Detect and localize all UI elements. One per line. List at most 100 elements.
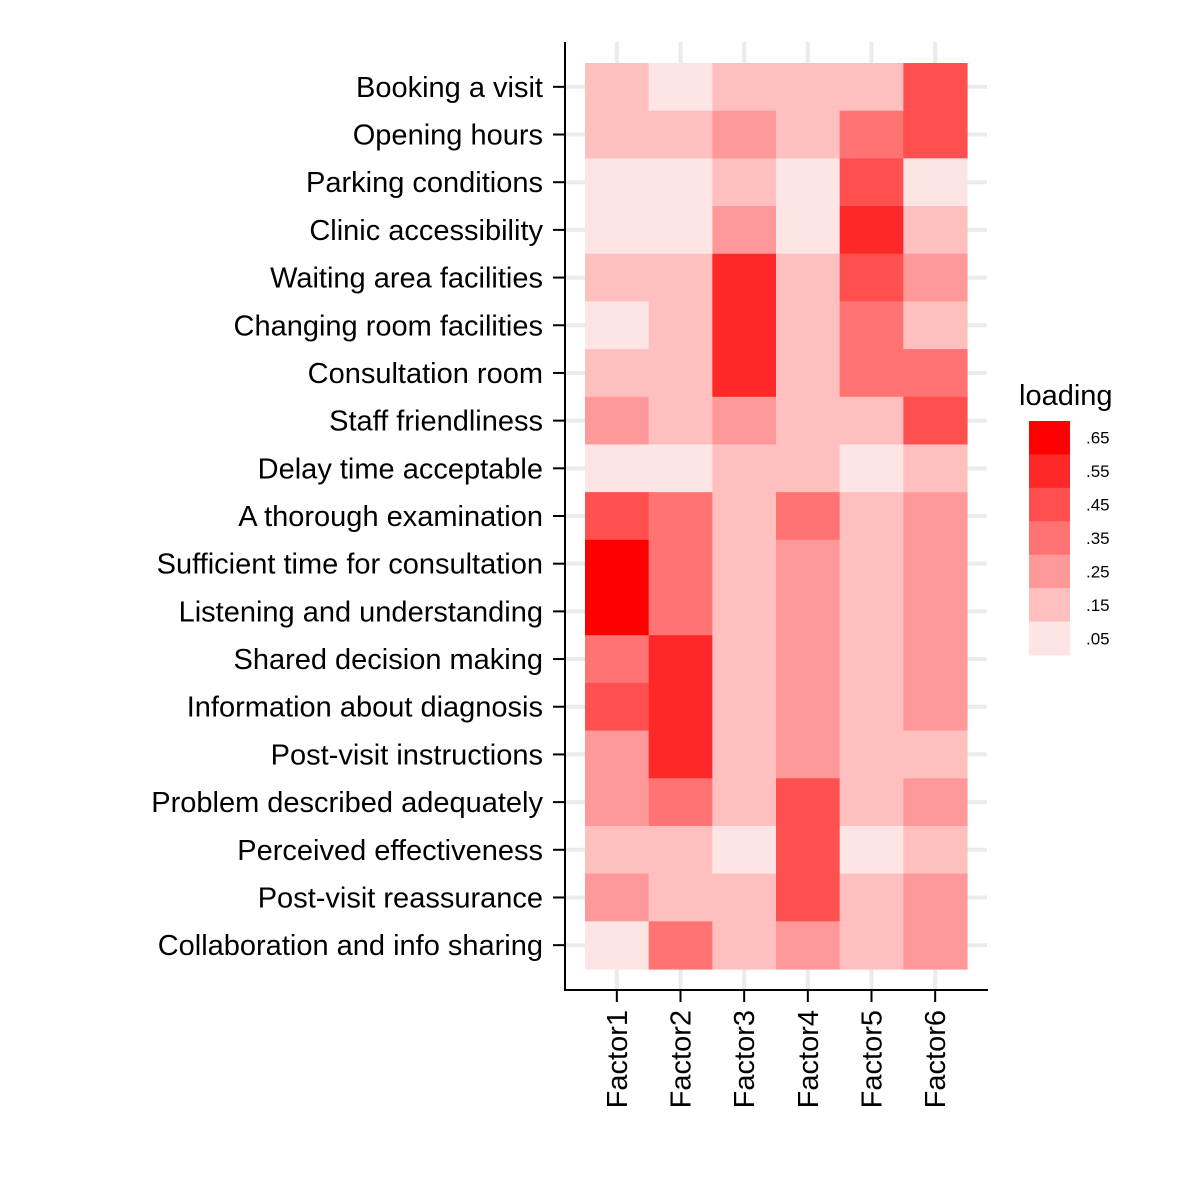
heatmap-cell xyxy=(839,730,904,779)
y-tick-label: Waiting area facilities xyxy=(270,263,543,295)
y-tick-label: Post-visit instructions xyxy=(271,739,543,771)
legend-swatch xyxy=(1029,521,1070,556)
heatmap-cell xyxy=(585,635,650,684)
heatmap-cell xyxy=(903,825,968,875)
heatmap-cell xyxy=(839,587,904,636)
heatmap-cell xyxy=(648,349,713,398)
heatmap-cell xyxy=(903,301,968,350)
legend-swatch xyxy=(1029,454,1070,489)
heatmap-cell xyxy=(903,492,968,541)
heatmap-cell xyxy=(585,301,650,350)
heatmap-cell xyxy=(585,873,650,922)
heatmap-cell xyxy=(585,349,650,398)
heatmap-cell xyxy=(712,492,777,541)
x-tick-label: Factor4 xyxy=(793,1010,825,1108)
heatmap-cell xyxy=(839,492,904,541)
heatmap-cell xyxy=(648,825,713,875)
heatmap-cell xyxy=(648,158,713,207)
heatmap-cell xyxy=(903,63,968,112)
y-tick-label: A thorough examination xyxy=(238,501,543,533)
heatmap-cell xyxy=(585,110,650,159)
heatmap-cell xyxy=(712,396,777,446)
heatmap-cell xyxy=(839,158,904,207)
heatmap-cell xyxy=(903,921,968,970)
heatmap-cell xyxy=(776,682,841,732)
heatmap-cell xyxy=(648,492,713,541)
heatmap-cell xyxy=(839,682,904,732)
heatmap-cell xyxy=(648,253,713,303)
heatmap-cell xyxy=(776,63,841,112)
heatmap-cell xyxy=(903,110,968,159)
heatmap-cell xyxy=(712,587,777,636)
heatmap-cell xyxy=(903,682,968,732)
y-tick-label: Clinic accessibility xyxy=(309,215,543,247)
heatmap-cell xyxy=(903,635,968,684)
legend-label: .45 xyxy=(1086,496,1110,515)
heatmap-cell xyxy=(776,778,841,827)
x-tick-label: Factor6 xyxy=(920,1010,952,1108)
heatmap-cell xyxy=(648,873,713,922)
y-tick-label: Opening hours xyxy=(353,120,543,152)
heatmap-cell xyxy=(776,873,841,922)
y-tick-label: Information about diagnosis xyxy=(187,692,543,724)
heatmap-cell xyxy=(648,63,713,112)
heatmap-cell xyxy=(776,539,841,589)
heatmap-cell xyxy=(648,778,713,827)
heatmap-cell xyxy=(585,921,650,970)
heatmap-cell xyxy=(839,539,904,589)
heatmap-cell xyxy=(648,921,713,970)
heatmap-cell xyxy=(585,682,650,732)
heatmap-cell xyxy=(585,396,650,446)
heatmap-cell xyxy=(585,825,650,875)
y-tick-label: Booking a visit xyxy=(356,72,543,104)
heatmap-cell xyxy=(776,206,841,255)
heatmap-cell xyxy=(712,206,777,255)
legend-label: .15 xyxy=(1086,596,1110,615)
heatmap-cell xyxy=(585,587,650,636)
heatmap-cell xyxy=(648,587,713,636)
heatmap-cell xyxy=(839,206,904,255)
heatmap-cell xyxy=(712,110,777,159)
heatmap-cell xyxy=(839,110,904,159)
heatmap-cell xyxy=(648,301,713,350)
heatmap-cell xyxy=(776,158,841,207)
legend-swatch xyxy=(1029,554,1070,589)
legend-label: .65 xyxy=(1086,429,1110,448)
heatmap-cell xyxy=(585,444,650,493)
heatmap-cell xyxy=(585,63,650,112)
legend-label: .55 xyxy=(1086,462,1110,481)
heatmap-cell xyxy=(776,587,841,636)
heatmap-cell xyxy=(903,539,968,589)
heatmap-cell xyxy=(648,206,713,255)
y-tick-label: Problem described adequately xyxy=(151,787,543,819)
heatmap-cell xyxy=(903,778,968,827)
heatmap-cell xyxy=(839,921,904,970)
heatmap-cell xyxy=(839,301,904,350)
legend-swatch xyxy=(1029,621,1070,656)
heatmap-cell xyxy=(903,396,968,446)
heatmap-cell xyxy=(712,349,777,398)
heatmap-cell xyxy=(585,206,650,255)
heatmap-cell xyxy=(903,206,968,255)
heatmap-cell xyxy=(776,730,841,779)
y-tick-label: Shared decision making xyxy=(233,644,543,676)
heatmap-cell xyxy=(585,730,650,779)
heatmap-cell xyxy=(903,158,968,207)
heatmap-cell xyxy=(776,921,841,970)
y-tick-label: Sufficient time for consultation xyxy=(157,549,543,581)
legend-label: .05 xyxy=(1086,629,1110,648)
y-tick-label: Collaboration and info sharing xyxy=(158,930,543,962)
heatmap-cell xyxy=(903,444,968,493)
y-tick-label: Post-visit reassurance xyxy=(258,882,543,914)
heatmap-cell xyxy=(776,444,841,493)
legend-swatch xyxy=(1029,421,1070,455)
heatmap-cell xyxy=(712,253,777,303)
legend-swatch xyxy=(1029,588,1070,623)
heatmap-cell xyxy=(839,778,904,827)
legend-swatch xyxy=(1029,487,1070,522)
heatmap-cell xyxy=(585,539,650,589)
y-tick-label: Staff friendliness xyxy=(329,406,543,438)
heatmap-cell xyxy=(648,539,713,589)
heatmap-cell xyxy=(648,635,713,684)
heatmap-cell xyxy=(776,396,841,446)
